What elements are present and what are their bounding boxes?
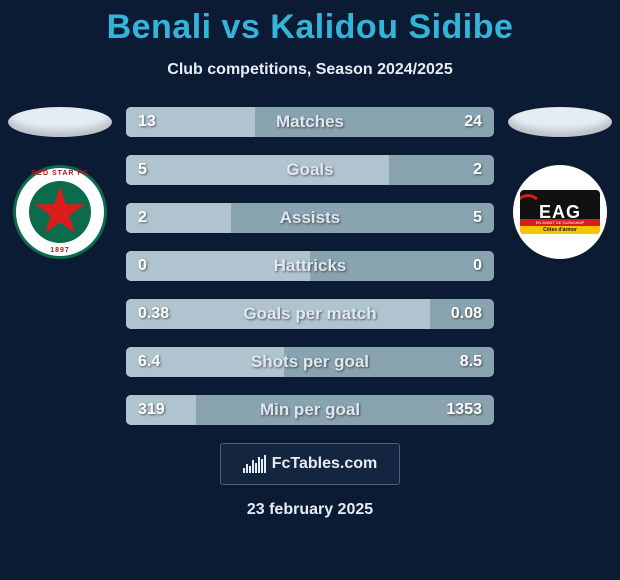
stat-label: Assists — [126, 203, 494, 233]
star-icon — [34, 186, 86, 238]
stat-bars: 1324Matches 52Goals 25Assists 00Hattricks 0.… — [120, 107, 500, 425]
stat-bar: 6.48.5Shots per goal — [126, 347, 494, 377]
footer-date: 23 february 2025 — [0, 501, 620, 519]
stat-bar: 1324Matches — [126, 107, 494, 137]
right-player-silhouette — [508, 107, 612, 137]
stat-label: Min per goal — [126, 395, 494, 425]
stat-bar: 25Assists — [126, 203, 494, 233]
stat-label: Shots per goal — [126, 347, 494, 377]
badge-inner — [29, 181, 91, 243]
left-player-silhouette — [8, 107, 112, 137]
badge-inner: EAG EN AVANT DE GUINGAMP Côtes d'armor — [520, 190, 600, 234]
right-side: EAG EN AVANT DE GUINGAMP Côtes d'armor — [500, 107, 620, 259]
left-team-badge: RED STAR FC 1897 — [13, 165, 107, 259]
badge-yellow-stripe: Côtes d'armor — [520, 226, 600, 234]
stat-bar: 3191353Min per goal — [126, 395, 494, 425]
logo-bar-icon — [243, 455, 266, 473]
comparison-infographic: Benali vs Kalidou Sidibe Club competitio… — [0, 0, 620, 580]
stat-label: Hattricks — [126, 251, 494, 281]
footer-logo: FcTables.com — [220, 443, 400, 485]
badge-text-bottom: 1897 — [50, 247, 70, 254]
stat-bar: 52Goals — [126, 155, 494, 185]
right-team-badge: EAG EN AVANT DE GUINGAMP Côtes d'armor — [513, 165, 607, 259]
badge-text-top: RED STAR FC — [31, 170, 89, 177]
stat-label: Goals — [126, 155, 494, 185]
stat-label: Matches — [126, 107, 494, 137]
page-title: Benali vs Kalidou Sidibe — [0, 0, 620, 47]
page-subtitle: Club competitions, Season 2024/2025 — [0, 61, 620, 79]
badge-red-stripe: EN AVANT DE GUINGAMP — [520, 219, 600, 226]
content-columns: RED STAR FC 1897 1324Matches 52Goals 25Ass… — [0, 107, 620, 425]
left-side: RED STAR FC 1897 — [0, 107, 120, 259]
stat-bar: 00Hattricks — [126, 251, 494, 281]
stat-bar: 0.380.08Goals per match — [126, 299, 494, 329]
stat-label: Goals per match — [126, 299, 494, 329]
footer-logo-text: FcTables.com — [272, 455, 378, 473]
